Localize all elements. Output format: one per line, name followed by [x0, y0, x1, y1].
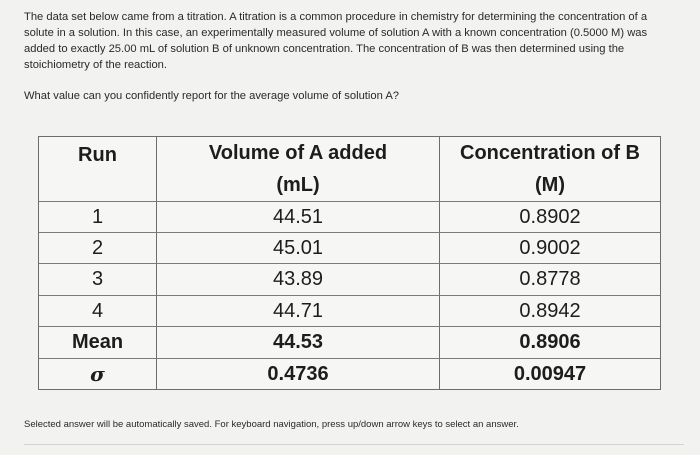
divider: [39, 201, 660, 202]
mean-row: Mean 44.53 0.8906: [39, 327, 660, 358]
conc-cell: 0.9002: [519, 236, 581, 259]
table-row: 2 45.01 0.9002: [39, 233, 660, 263]
question-prompt: What value can you confidently report fo…: [24, 90, 399, 102]
divider: [39, 358, 660, 359]
table-row: 1 44.51 0.8902: [39, 202, 660, 232]
volume-cell: 44.71: [157, 296, 440, 326]
table-row: 3 43.89 0.8778: [39, 264, 660, 295]
header-conc-line1: Concentration of B: [460, 142, 640, 164]
table-header-row: Run Volume of A added (mL) Concentration…: [39, 137, 660, 201]
header-run-label: Run: [78, 144, 117, 166]
volume-cell: 44.51: [157, 202, 440, 232]
mean-volume: 44.53: [157, 327, 440, 358]
header-volume: Volume of A added (mL): [157, 137, 440, 201]
sigma-conc: 0.00947: [513, 362, 587, 385]
run-cell: 1: [39, 202, 157, 232]
divider: [39, 295, 660, 296]
sigma-volume: 0.4736: [157, 359, 440, 389]
divider: [39, 232, 660, 233]
conc-cell: 0.8942: [519, 299, 581, 322]
volume-cell: 43.89: [157, 264, 440, 295]
question-intro: The data set below came from a titration…: [24, 11, 648, 71]
conc-cell: 0.8778: [519, 268, 581, 290]
run-cell: 3: [39, 264, 157, 295]
divider: [39, 263, 660, 264]
volume-cell: 45.01: [157, 233, 440, 263]
table-row: 4 44.71 0.8942: [39, 296, 660, 326]
header-run: Run: [39, 137, 157, 201]
run-cell: 4: [39, 296, 157, 326]
data-table: Run Volume of A added (mL) Concentration…: [38, 136, 661, 390]
header-volume-line2: (mL): [276, 174, 320, 196]
mean-conc: 0.8906: [519, 331, 581, 353]
autosave-note: Selected answer will be automatically sa…: [24, 419, 519, 430]
header-volume-line1: Volume of A added: [208, 142, 388, 164]
header-conc-line2: (M): [535, 174, 565, 196]
sigma-row: σ 0.4736 0.00947: [39, 359, 660, 389]
mean-label: Mean: [39, 327, 157, 358]
header-concentration: Concentration of B (M): [440, 137, 660, 201]
divider: [24, 444, 684, 445]
conc-cell: 0.8902: [519, 205, 581, 228]
sigma-label: σ: [90, 362, 105, 386]
run-cell: 2: [39, 233, 157, 263]
divider: [39, 326, 660, 327]
sigma-cell: σ: [39, 359, 157, 389]
